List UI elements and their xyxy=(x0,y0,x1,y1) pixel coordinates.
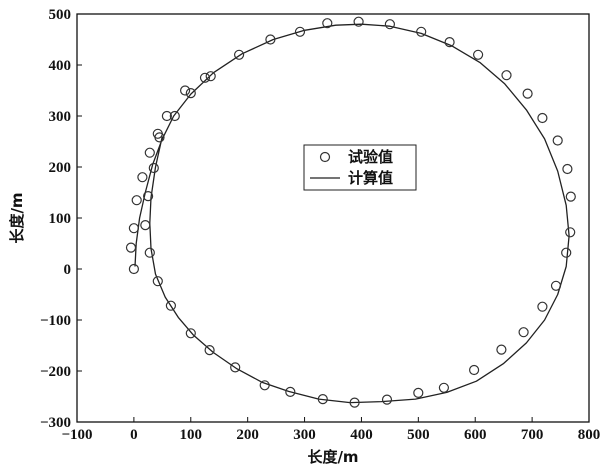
y-tick-label: −200 xyxy=(40,364,71,380)
x-tick-label: 200 xyxy=(236,427,259,443)
data-point xyxy=(204,345,215,356)
data-point xyxy=(565,191,576,202)
data-point xyxy=(522,88,533,99)
x-tick-label: 300 xyxy=(293,427,316,443)
x-tick-label: 600 xyxy=(464,427,487,443)
data-point xyxy=(384,19,395,30)
data-point xyxy=(501,70,512,81)
y-tick-label: 100 xyxy=(49,211,72,227)
data-point xyxy=(185,87,196,99)
y-tick-label: 300 xyxy=(49,109,72,125)
data-point xyxy=(125,242,137,253)
legend-marker-circle xyxy=(319,151,331,163)
data-point xyxy=(131,195,142,206)
data-point xyxy=(144,247,155,258)
data-point xyxy=(285,386,296,397)
x-tick-label: 800 xyxy=(578,427,601,443)
data-point xyxy=(143,191,154,202)
axis-ticks: −100 0 100 200 300 400 500 600 700 800 −300 −200 −10… xyxy=(40,7,600,443)
data-point xyxy=(561,247,572,258)
data-point xyxy=(353,16,364,27)
x-tick-label: 0 xyxy=(130,427,138,443)
data-point xyxy=(537,112,548,124)
y-tick-label: 500 xyxy=(49,7,72,23)
x-tick-label: −100 xyxy=(61,427,92,443)
data-point xyxy=(152,276,163,287)
x-tick-label: 400 xyxy=(350,427,373,443)
data-point xyxy=(381,394,393,405)
data-point xyxy=(416,26,427,37)
data-point xyxy=(537,301,548,312)
data-point xyxy=(169,110,180,122)
data-point xyxy=(322,18,333,29)
y-axis-title: 长度/m xyxy=(8,192,26,243)
data-point xyxy=(154,132,165,143)
data-point xyxy=(161,110,172,122)
data-point xyxy=(550,280,562,291)
x-axis-title: 长度/m xyxy=(307,448,358,466)
data-point xyxy=(444,36,455,48)
y-tick-label: −100 xyxy=(40,313,71,329)
x-tick-label: 700 xyxy=(521,427,544,443)
legend-label-computed: 计算值 xyxy=(348,169,393,187)
y-tick-label: 200 xyxy=(49,160,72,176)
data-point xyxy=(349,397,360,408)
x-tick-label: 100 xyxy=(180,427,203,443)
y-tick-label: 400 xyxy=(49,58,72,74)
data-point xyxy=(473,49,484,60)
legend: 试验值 计算值 xyxy=(303,144,417,191)
plot-frame xyxy=(76,13,590,423)
data-point xyxy=(185,328,196,339)
y-tick-label: −300 xyxy=(40,415,71,431)
data-point xyxy=(552,135,563,146)
data-point xyxy=(496,344,507,355)
data-point xyxy=(140,220,151,231)
data-point xyxy=(137,172,148,183)
data-point xyxy=(413,387,424,398)
x-tick-label: 500 xyxy=(407,427,430,443)
data-point xyxy=(234,49,245,60)
data-point xyxy=(199,72,211,83)
data-point xyxy=(518,327,529,338)
data-point xyxy=(148,162,159,174)
data-point xyxy=(294,26,306,37)
y-tick-label: 0 xyxy=(64,262,72,278)
data-point xyxy=(265,34,276,45)
data-point xyxy=(565,227,576,238)
data-point xyxy=(128,223,139,234)
data-point xyxy=(438,382,449,393)
legend-label-experimental: 试验值 xyxy=(348,148,393,166)
data-point xyxy=(317,394,328,405)
data-point xyxy=(259,380,270,391)
data-point xyxy=(469,364,480,376)
data-point xyxy=(144,147,155,158)
data-point xyxy=(165,300,176,311)
data-point xyxy=(128,263,139,275)
marker-layer xyxy=(125,16,576,408)
data-point xyxy=(180,85,191,96)
data-point xyxy=(230,362,241,373)
data-point xyxy=(205,71,216,82)
data-point xyxy=(562,163,573,175)
